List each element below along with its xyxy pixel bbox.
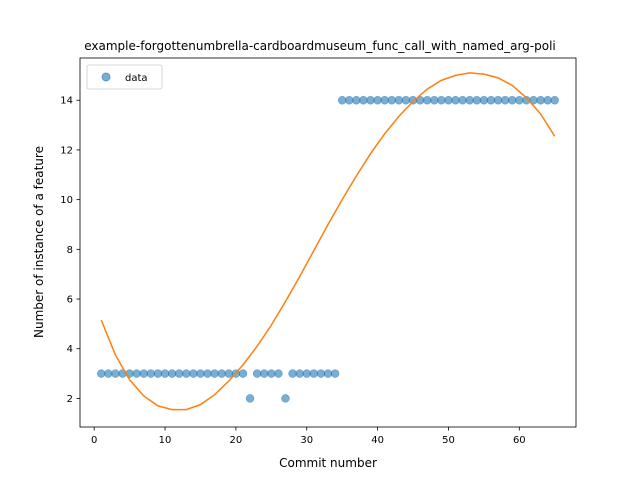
data-point: [408, 95, 418, 105]
legend-marker: [101, 72, 111, 82]
plot-area: 0 10 20 30 40 50 60 2 4 6 8 10 12 14 data: [60, 57, 577, 446]
data-point: [160, 369, 170, 378]
fit-line: [100, 72, 556, 411]
data-point: [500, 95, 510, 105]
data-point: [465, 95, 474, 105]
data-point: [252, 369, 262, 378]
data-point: [288, 369, 297, 378]
y-tick-label: 4: [67, 344, 73, 355]
data-point: [479, 95, 489, 105]
y-tick-label: 14: [60, 96, 73, 107]
data-point: [437, 95, 446, 105]
data-point: [345, 95, 354, 105]
x-tick-label: 20: [230, 435, 243, 446]
data-point: [153, 369, 163, 378]
data-point: [295, 369, 304, 378]
data-point: [387, 95, 397, 105]
data-point: [444, 95, 453, 105]
legend-box: [86, 64, 163, 90]
data-point: [189, 369, 198, 378]
data-point: [217, 369, 226, 378]
data-point: [515, 95, 524, 105]
data-point: [302, 369, 311, 378]
data-point: [267, 369, 276, 378]
data-point: [330, 369, 340, 378]
data-point: [104, 369, 113, 378]
data-point: [281, 394, 290, 403]
y-tick-label: 2: [67, 394, 73, 405]
data-point: [139, 369, 149, 378]
data-point: [316, 369, 326, 378]
data-point: [245, 394, 255, 403]
legend-label: data: [125, 73, 148, 84]
y-axis-label: Number of instance of a feature: [32, 146, 46, 338]
data-point: [238, 369, 248, 378]
x-tick-label: 50: [442, 435, 455, 446]
data-point: [97, 369, 106, 378]
data-point: [337, 95, 347, 105]
data-point: [380, 95, 389, 105]
x-tick-label: 30: [300, 435, 313, 446]
data-point: [196, 369, 205, 378]
y-tick-label: 6: [67, 295, 73, 306]
data-point: [422, 95, 432, 105]
data-point: [486, 95, 496, 105]
data-point: [536, 95, 545, 105]
data-point: [132, 369, 141, 378]
data-point: [472, 95, 482, 105]
y-tick-label: 12: [60, 145, 73, 156]
data-point: [550, 95, 559, 105]
data-point: [259, 369, 269, 378]
data-point: [111, 369, 120, 378]
x-tick-label: 40: [371, 435, 384, 446]
axes-frame: [79, 57, 577, 428]
y-tick-label: 8: [67, 245, 73, 256]
data-point: [458, 95, 467, 105]
data-point: [182, 369, 191, 378]
x-tick-label: 60: [513, 435, 526, 446]
data-point: [203, 369, 212, 378]
chart-title: example-forgottenumbrella-cardboardmuseu…: [84, 39, 556, 53]
data-point: [309, 369, 319, 378]
data-point: [394, 95, 404, 105]
data-point: [359, 95, 368, 105]
data-point: [507, 95, 517, 105]
data-point: [146, 369, 156, 378]
data-point: [174, 369, 184, 378]
y-tick-label: 10: [60, 195, 73, 206]
x-tick-label: 0: [91, 435, 97, 446]
data-point: [323, 369, 333, 378]
x-tick-label: 10: [159, 435, 172, 446]
data-point: [224, 369, 234, 378]
data-point: [366, 95, 375, 105]
data-point: [167, 369, 177, 378]
data-point: [401, 95, 411, 105]
x-axis-label: Commit number: [279, 456, 377, 470]
data-point: [373, 95, 382, 105]
data-point: [451, 95, 460, 105]
data-point: [274, 369, 283, 378]
data-point: [493, 95, 503, 105]
data-point: [430, 95, 439, 105]
data-point: [543, 95, 552, 105]
data-point: [210, 369, 219, 378]
data-point: [352, 95, 361, 105]
